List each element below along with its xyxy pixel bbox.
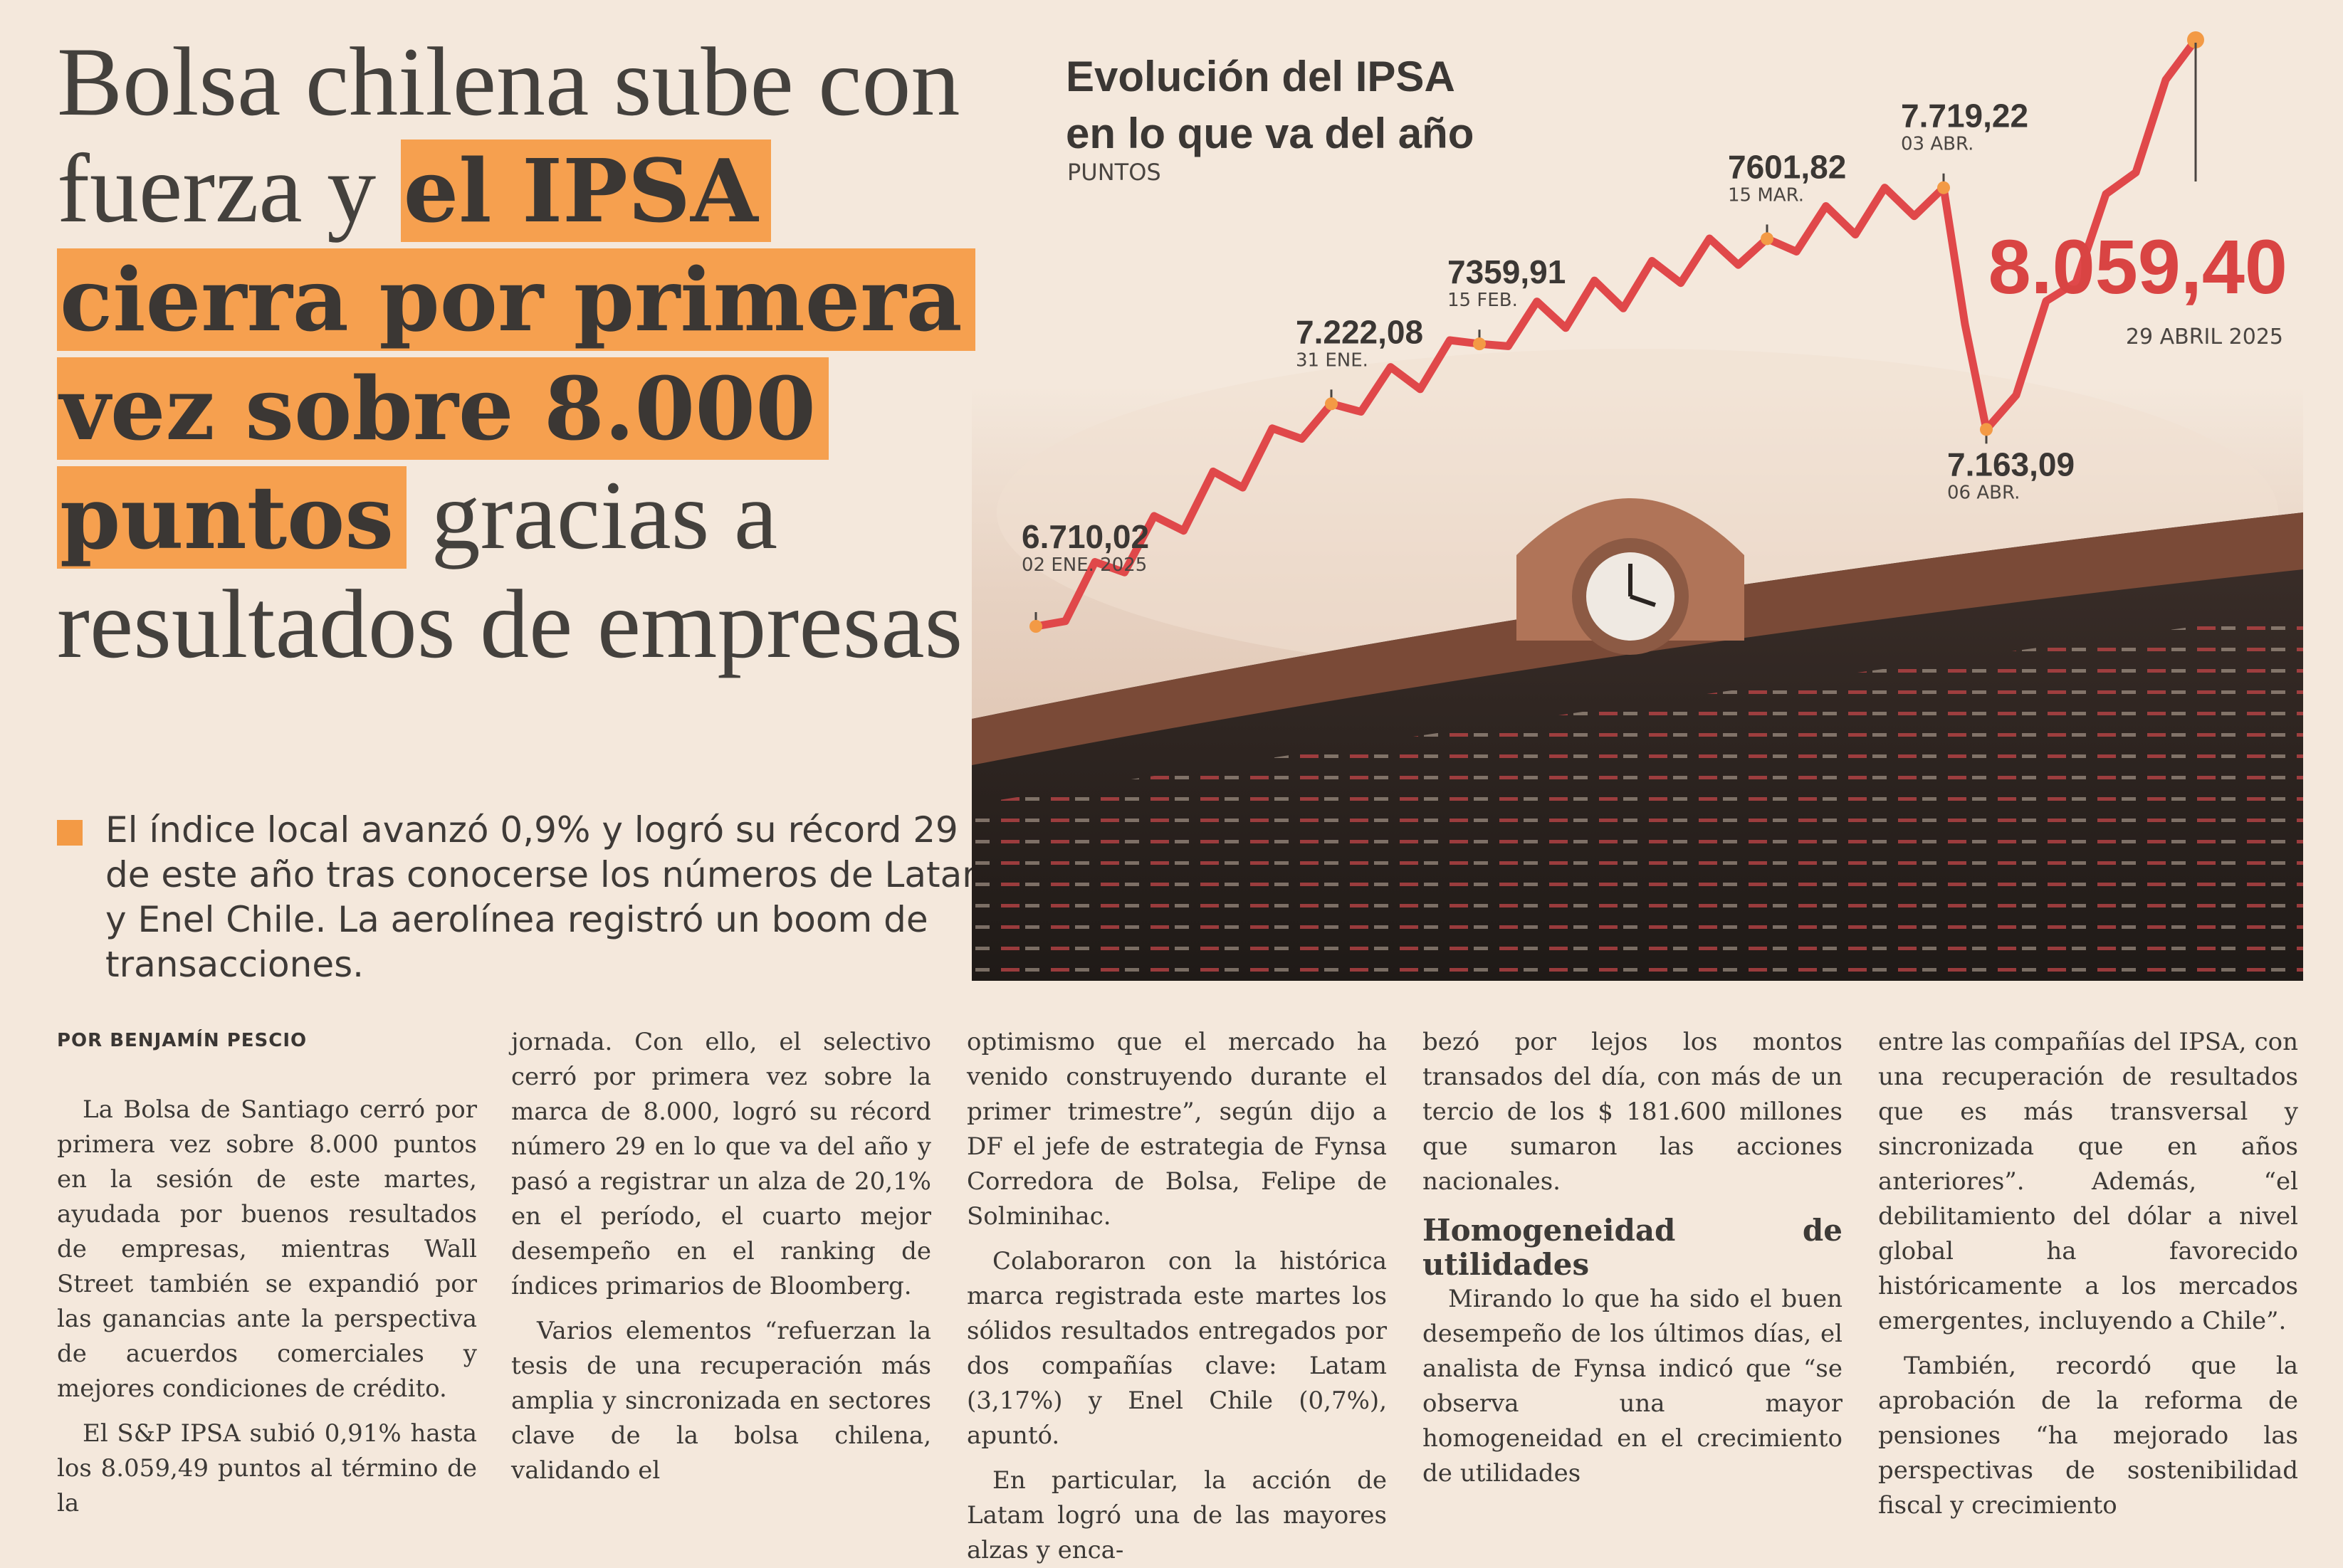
paragraph: En particular, la acción de Latam logró … (967, 1466, 1387, 1564)
annotation-date: 15 MAR. (1728, 184, 1804, 206)
data-point-marker (1473, 337, 1486, 351)
annotation-value: 6.710,02 (1022, 518, 1149, 555)
headline: Bolsa chilena sube con fuerza y el IPSA … (57, 28, 975, 678)
final-date: 29 ABRIL 2025 (2126, 325, 2283, 349)
data-point-marker (1325, 397, 1338, 411)
paragraph: Mirando lo que ha sido el buen desempeño… (1422, 1285, 1843, 1488)
data-point-marker (1980, 423, 1993, 436)
final-point (2187, 31, 2204, 48)
paragraph: El S&P IPSA subió 0,91% hasta los 8.059,… (57, 1419, 477, 1517)
paragraph: La Bolsa de Santiago cerró por primera v… (57, 1095, 477, 1403)
annotation-date: 02 ENE. 2025 (1022, 554, 1147, 576)
deck-text: El índice local avanzó 0,9% y logró su r… (105, 809, 997, 985)
annotation-value: 7.163,09 (1947, 446, 2075, 483)
headline-part2: gracias a resultados de empresas (57, 461, 963, 678)
body-column-5: entre las compañías del IPSA, con una re… (1878, 1025, 2298, 1523)
body-column-2: jornada. Con ello, el selectivo cerró po… (511, 1025, 931, 1488)
byline: POR BENJAMÍN PESCIO (57, 1030, 308, 1051)
paragraph: entre las compañías del IPSA, con una re… (1878, 1028, 2298, 1335)
paragraph: bezó por lejos los montos transados del … (1422, 1028, 1843, 1196)
paragraph: optimismo que el mercado ha venido const… (967, 1028, 1387, 1231)
chart-title-line2: en lo que va del año (1066, 110, 1474, 157)
annotation-date: 06 ABR. (1947, 482, 2020, 503)
bullet-square-icon (57, 820, 83, 846)
body-column-1: La Bolsa de Santiago cerró por primera v… (57, 1093, 477, 1521)
newspaper-page: Bolsa chilena sube con fuerza y el IPSA … (57, 28, 2303, 1564)
annotation-value: 7601,82 (1728, 148, 1846, 185)
headline-part1: Bolsa chilena sube con fuerza y (57, 27, 960, 243)
series-line (1032, 36, 2200, 631)
annotation-date: 15 FEB. (1447, 290, 1518, 311)
ipsa-chart: Evolución del IPSA en lo que va del año … (972, 31, 2303, 981)
annotation-value: 7.719,22 (1901, 98, 2028, 135)
final-value: 8.059,40 (1988, 223, 2287, 310)
deck-summary: El índice local avanzó 0,9% y logró su r… (57, 808, 1002, 987)
stock-exchange-photo (972, 349, 2303, 981)
annotation-value: 7.222,08 (1296, 313, 1423, 350)
clock-icon (1516, 498, 1744, 655)
data-point-marker (1937, 181, 1950, 194)
paragraph: jornada. Con ello, el selectivo cerró po… (511, 1028, 931, 1300)
annotation-date: 31 ENE. (1296, 349, 1368, 371)
paragraph: Colaboraron con la histórica marca regis… (967, 1247, 1387, 1450)
chart-ylabel: PUNTOS (1067, 159, 1161, 186)
body-column-3: optimismo que el mercado ha venido const… (967, 1025, 1387, 1568)
annotation-value: 7359,91 (1447, 253, 1566, 290)
paragraph: También, recordó que la aprobación de la… (1878, 1352, 2298, 1520)
subheading: Homogeneidad de utilidades (1422, 1213, 1843, 1282)
data-point-marker (1761, 232, 1773, 246)
chart-title-line1: Evolución del IPSA (1066, 53, 1455, 100)
annotation-date: 03 ABR. (1901, 134, 1974, 155)
paragraph: Varios elementos “refuerzan la tesis de … (511, 1317, 931, 1485)
body-column-4: bezó por lejos los montos transados del … (1422, 1025, 1843, 1491)
data-point-marker (1029, 620, 1042, 633)
